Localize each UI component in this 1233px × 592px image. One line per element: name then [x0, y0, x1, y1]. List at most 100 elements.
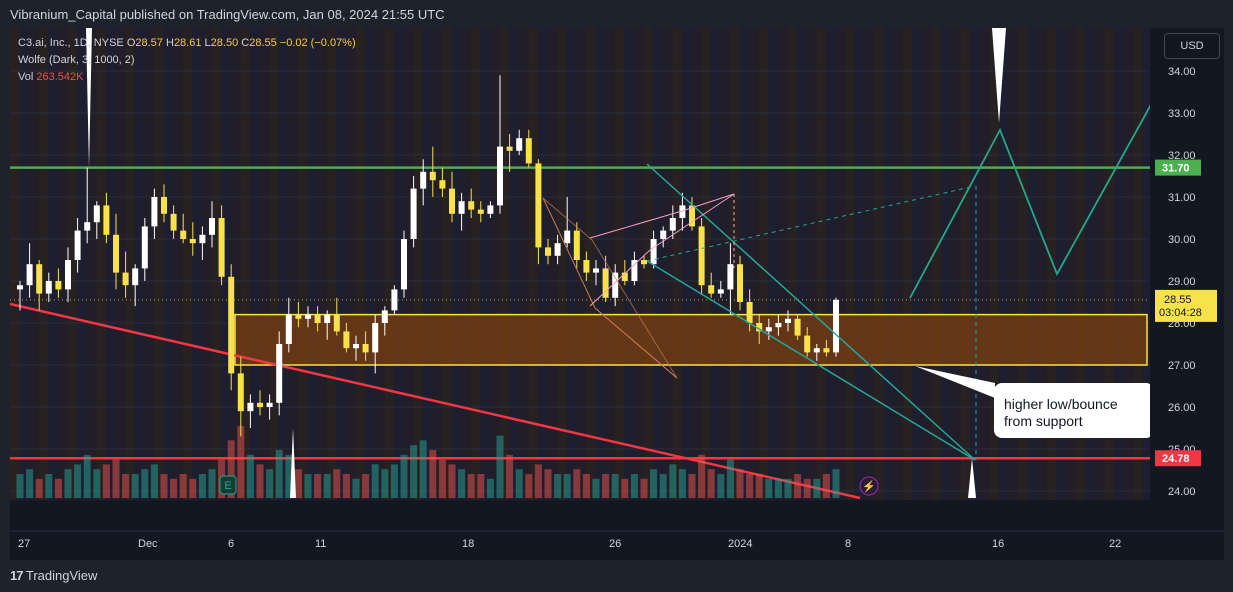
indicator-band — [605, 28, 615, 500]
tv-logo-icon: 17 — [10, 568, 24, 583]
volume-bar — [717, 474, 725, 498]
volume-bar — [371, 464, 379, 498]
candle-body — [602, 268, 609, 298]
candle-body — [65, 260, 71, 290]
volume-bar — [362, 474, 370, 498]
earnings-badge-label: E — [224, 480, 231, 492]
volume-bar — [285, 454, 293, 498]
indicator-band — [998, 28, 1009, 500]
candle-body — [727, 264, 734, 290]
indicator-band — [893, 28, 903, 500]
candle-body — [103, 205, 110, 235]
candle-body — [804, 335, 811, 353]
price-tick: 29.00 — [1168, 276, 1196, 288]
indicator-band — [355, 28, 366, 500]
candle-body — [765, 327, 772, 332]
candle-body — [468, 201, 475, 210]
volume-bar — [429, 450, 437, 498]
volume-bar — [352, 478, 360, 498]
candle-body — [813, 348, 820, 353]
price-tick: 26.00 — [1168, 402, 1196, 414]
volume-bar — [170, 478, 178, 498]
legend-high: 28.61 — [173, 37, 202, 49]
volume-bar — [390, 464, 398, 498]
indicator-band — [624, 28, 634, 500]
price-tick: 32.00 — [1168, 150, 1196, 162]
volume-bar — [736, 469, 744, 498]
chart-pane[interactable]: C3.ai, Inc., 1D, NYSE O28.57 H28.61 L28.… — [10, 28, 1224, 560]
volume-bar — [342, 474, 350, 498]
indicator-band — [326, 28, 337, 500]
volume-bar — [467, 474, 475, 498]
indicator-band — [490, 28, 500, 500]
indicator-band — [96, 28, 106, 500]
candle-body — [209, 218, 215, 235]
indicator-band — [470, 28, 481, 500]
indicator-band — [960, 28, 970, 500]
indicator-band — [835, 28, 846, 500]
indicator-band — [480, 28, 490, 500]
wedge-lower-line — [646, 260, 976, 461]
candle-body — [487, 205, 494, 214]
indicator-band — [192, 28, 202, 500]
candle-body — [257, 402, 263, 407]
legend-o-label: O — [126, 37, 136, 49]
volume-bar — [35, 478, 43, 498]
volume-bar — [323, 474, 331, 498]
indicator-band — [1046, 28, 1057, 500]
volume-bar — [592, 478, 600, 498]
candle-body — [775, 323, 782, 328]
callout-spike — [992, 28, 1006, 123]
indicator-band — [58, 28, 68, 500]
price-level-label-bg — [1155, 159, 1201, 176]
candle-body — [535, 163, 542, 248]
volume-bar — [208, 469, 216, 498]
candle-body — [324, 314, 331, 323]
indicator-band — [115, 28, 126, 500]
candle-body — [113, 234, 119, 273]
volume-bar — [698, 454, 706, 498]
wolfe-wedge — [646, 163, 977, 461]
volume-bar — [150, 464, 158, 498]
indicator-band — [240, 28, 250, 500]
indicator-band — [710, 28, 721, 500]
candle-body — [621, 272, 628, 281]
volume-bar — [410, 445, 418, 498]
indicator-band — [845, 28, 855, 500]
indicator-band — [787, 28, 798, 500]
wedge-upper-line — [646, 163, 976, 461]
indicator-band — [653, 28, 663, 500]
pattern-line — [542, 197, 678, 379]
indicator-band — [403, 28, 414, 500]
candle-body — [689, 205, 695, 227]
candle-body — [180, 230, 187, 239]
legend-vol-label[interactable]: Vol — [18, 71, 34, 83]
indicator-band — [672, 28, 682, 500]
candle-body — [372, 323, 379, 353]
indicator-band — [451, 28, 462, 500]
candle-body — [708, 285, 715, 294]
indicator-band — [758, 28, 769, 500]
currency-button[interactable]: USD — [1164, 33, 1220, 59]
time-tick: 16 — [992, 538, 1004, 550]
indicator-band — [1123, 28, 1134, 500]
volume-bar — [333, 469, 341, 498]
candle-body — [506, 146, 513, 151]
candle-body — [84, 222, 91, 231]
legend-l-label: L — [204, 37, 211, 49]
volume-bar — [582, 474, 590, 498]
legend-indicator[interactable]: Wolfe (Dark, 3, 1000, 2) — [18, 54, 135, 66]
indicator-band — [307, 28, 318, 500]
callout-spike — [290, 428, 296, 498]
candle-body — [391, 289, 398, 311]
indicator-band — [134, 28, 145, 500]
volume-bar — [45, 474, 53, 498]
indicator-band — [566, 28, 577, 500]
candle-body — [698, 226, 705, 286]
time-tick: 2024 — [728, 538, 752, 550]
volume-bar — [822, 474, 830, 498]
indicator-band — [1104, 28, 1114, 500]
legend-symbol[interactable]: C3.ai, Inc., 1D, NYSE — [18, 37, 124, 49]
indicator-band — [1008, 28, 1018, 500]
